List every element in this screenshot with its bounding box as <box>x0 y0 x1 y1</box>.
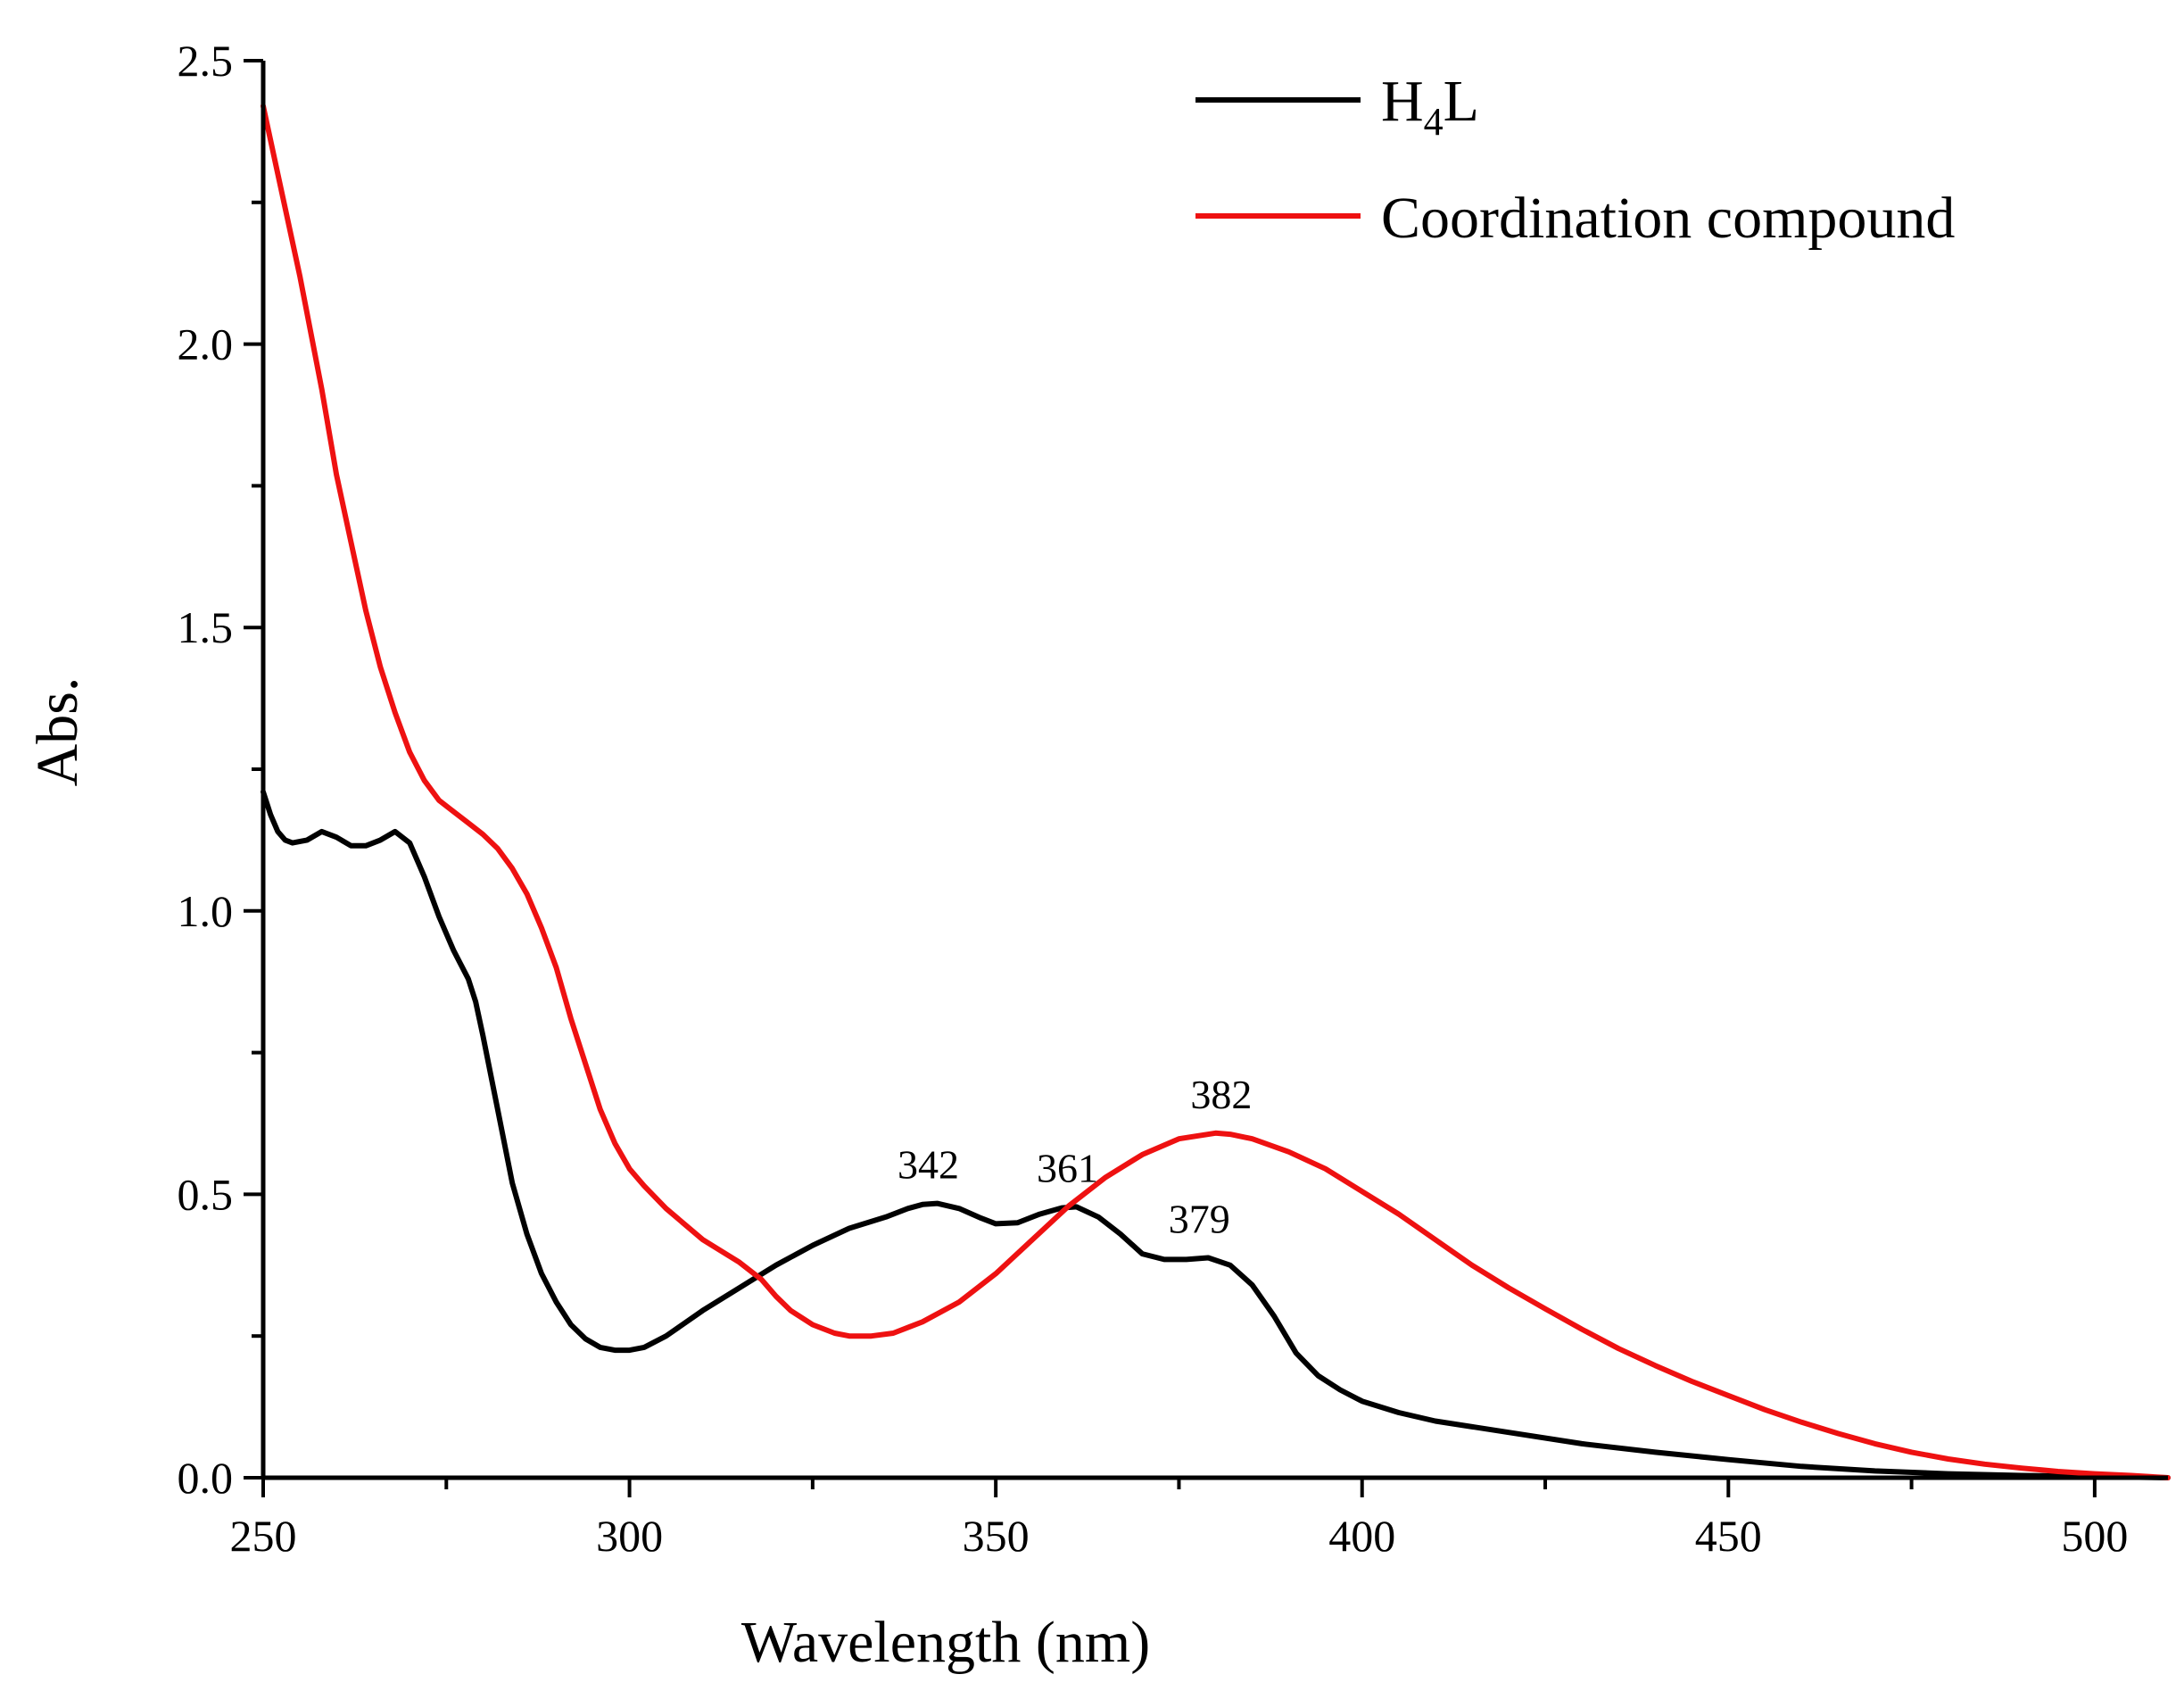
legend-label-h4l-subscript: 4 <box>1424 100 1444 144</box>
y-axis-title: Abs. <box>25 677 90 787</box>
y-tick-label-1.5: 1.5 <box>178 602 234 652</box>
peak-label-342: 342 <box>898 1142 959 1188</box>
x-axis-title: Wavelength (nm) <box>741 1610 1150 1675</box>
ticks-layer: 250 300 350 400 450 500 0.0 0.5 1.0 1.5 2.0 2.5 <box>178 36 2129 1561</box>
y-tick-label-1.0: 1.0 <box>178 886 234 936</box>
legend: H4L Coordination compound <box>1195 69 1955 251</box>
y-tick-label-0.5: 0.5 <box>178 1169 234 1219</box>
y-tick-label-2.5: 2.5 <box>178 36 234 86</box>
x-tick-label-400: 400 <box>1328 1511 1395 1561</box>
peak-label-382: 382 <box>1190 1072 1252 1117</box>
x-tick-label-300: 300 <box>596 1511 663 1561</box>
legend-label-coordination-compound: Coordination compound <box>1381 186 1955 251</box>
series-layer <box>261 103 2171 1480</box>
x-tick-label-250: 250 <box>230 1511 297 1561</box>
series-line-coordination-compound <box>261 103 2171 1480</box>
y-tick-label-2.0: 2.0 <box>178 319 234 369</box>
series-line-h4l <box>261 789 2171 1480</box>
annotation-layer: 342 361 379 382 <box>898 1072 1252 1242</box>
y-tick-label-0.0: 0.0 <box>178 1453 234 1503</box>
legend-label-h4l: H4L <box>1381 69 1479 144</box>
legend-label-h4l-main: H <box>1381 69 1424 134</box>
peak-label-361: 361 <box>1037 1145 1098 1190</box>
x-tick-label-350: 350 <box>963 1511 1030 1561</box>
peak-label-379: 379 <box>1169 1197 1230 1242</box>
x-tick-label-450: 450 <box>1695 1511 1762 1561</box>
x-tick-label-500: 500 <box>2061 1511 2128 1561</box>
legend-label-h4l-tail: L <box>1444 69 1479 134</box>
